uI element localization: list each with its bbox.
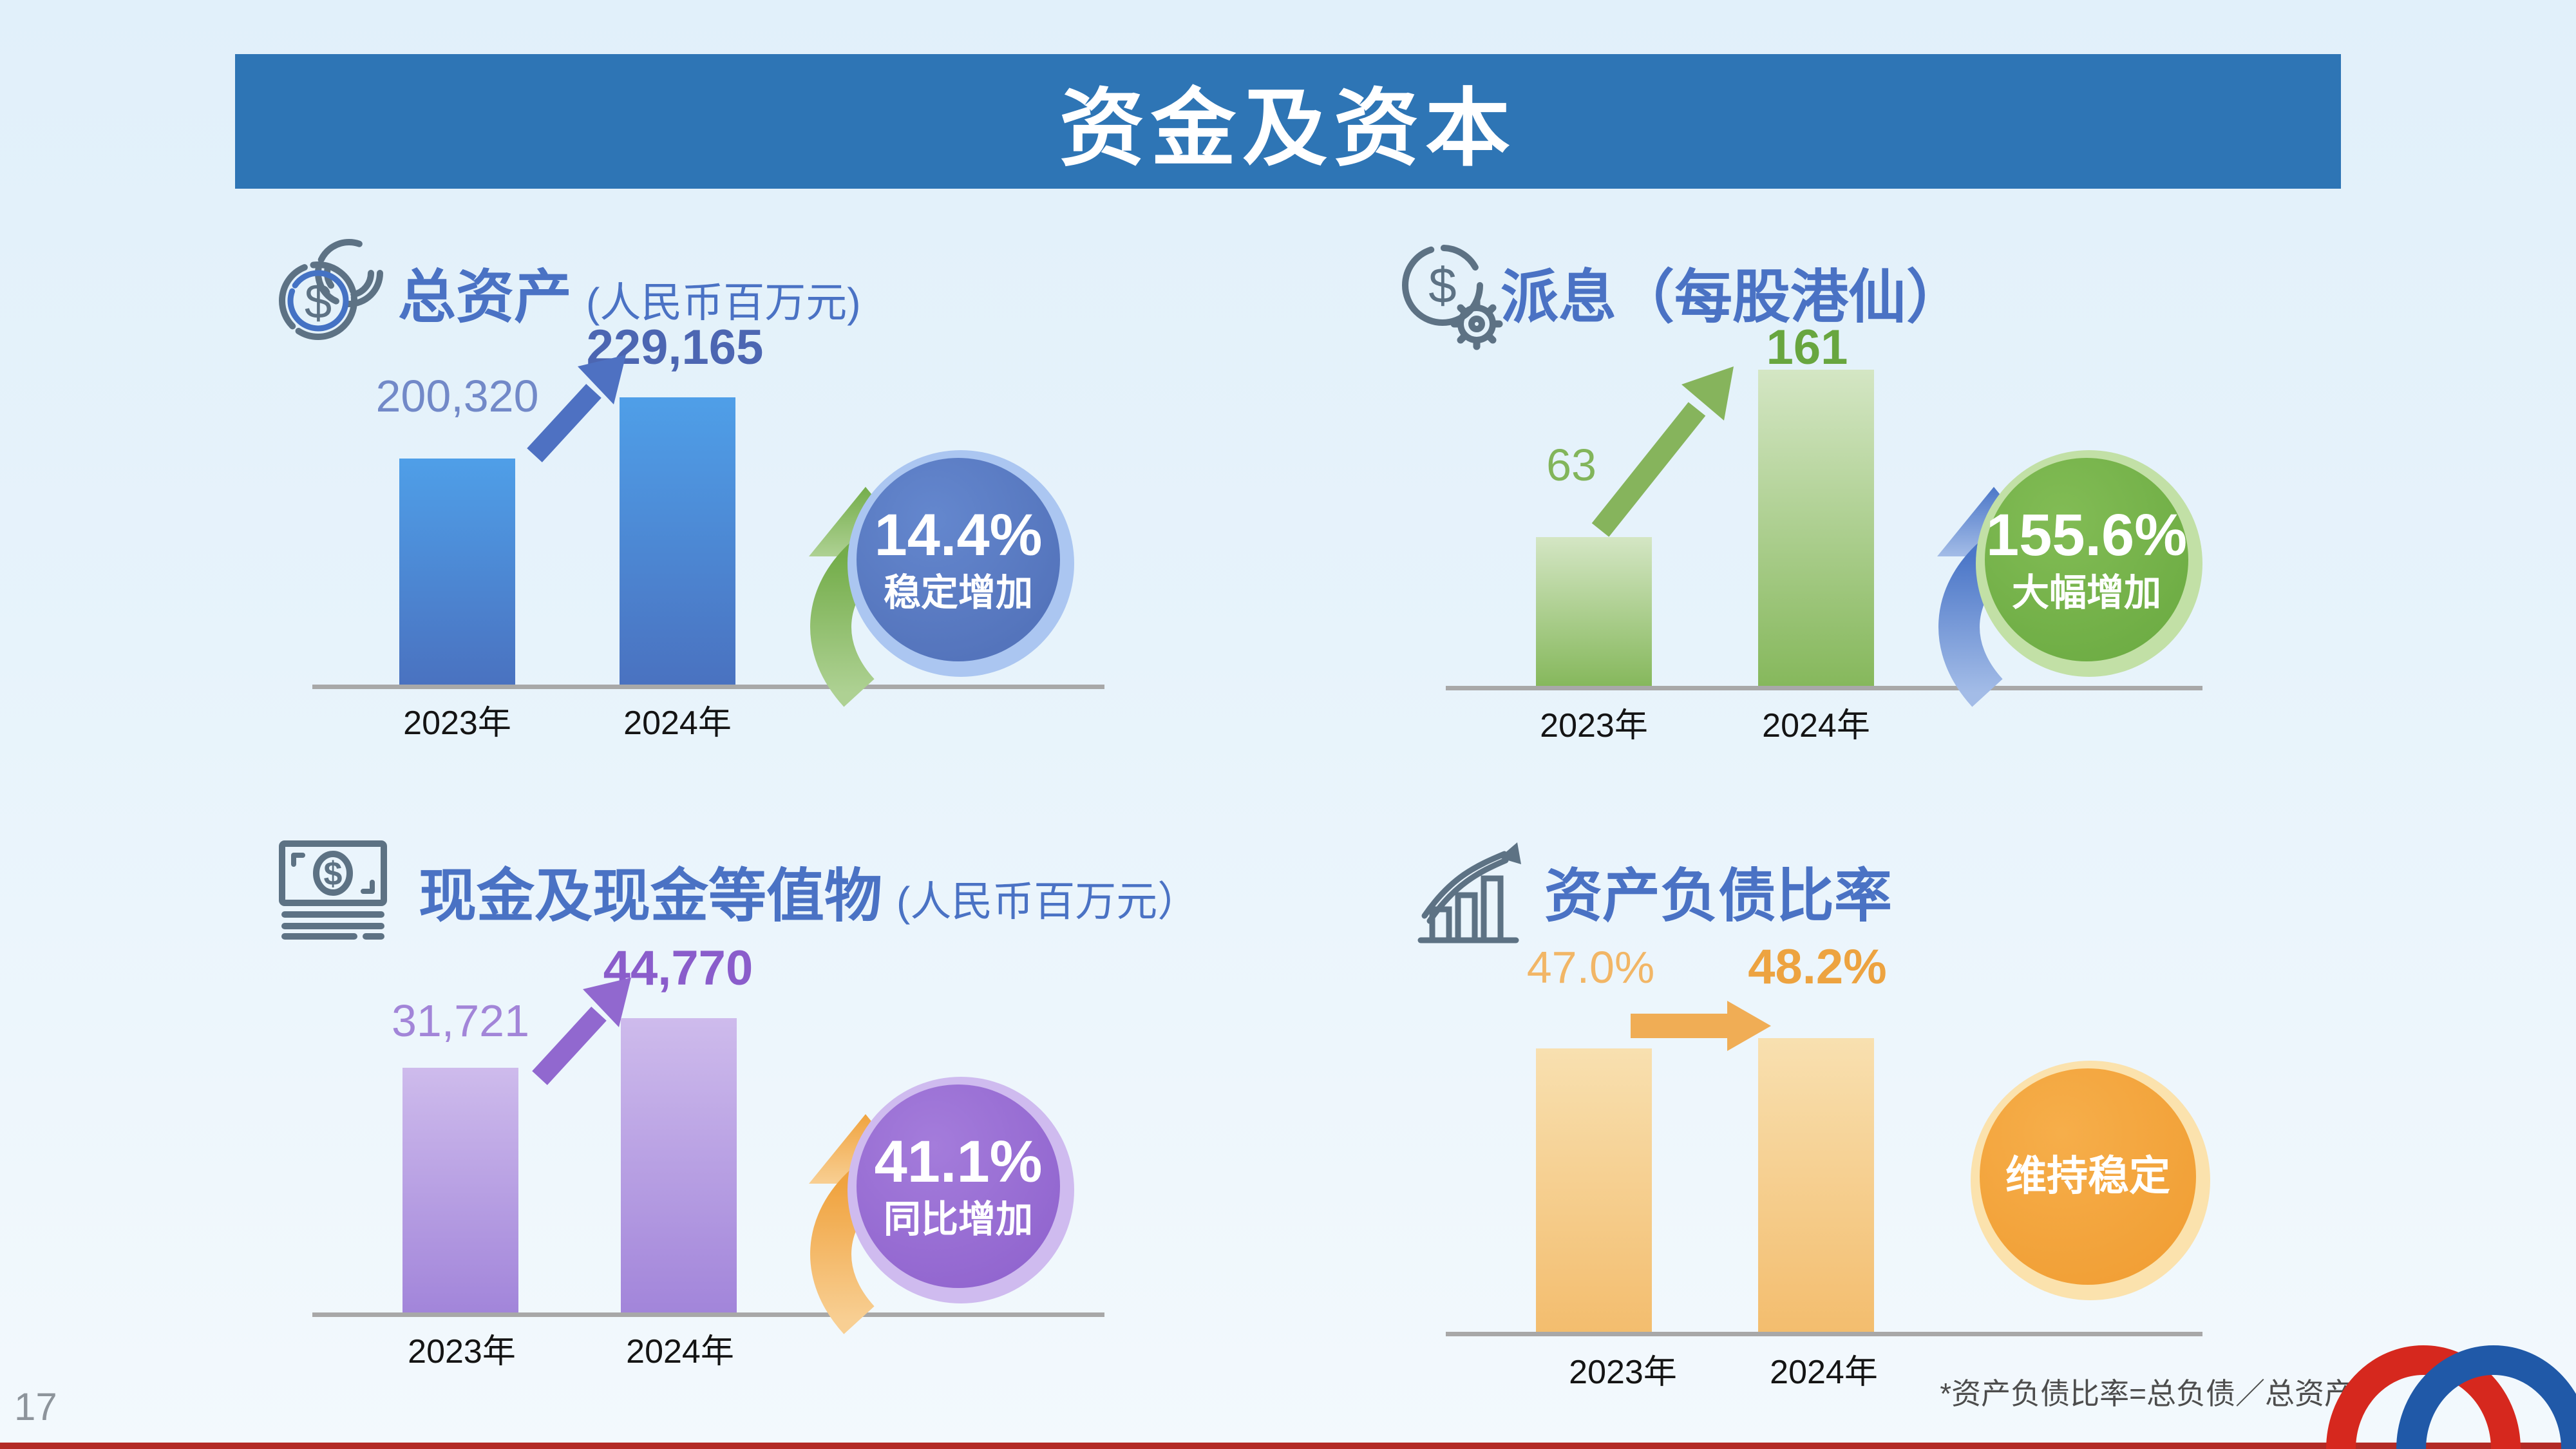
increase-arrow-icon (527, 355, 626, 462)
badge-label: 稳定增加 (883, 571, 1033, 614)
category-2023: 2023年 (1540, 707, 1648, 744)
section-title-text: 资产负债比率 (1544, 864, 1892, 929)
bar-2024 (1758, 370, 1874, 686)
category-2024: 2024年 (626, 1333, 734, 1370)
category-2023: 2023年 (403, 705, 511, 742)
value-2023: 47.0% (1526, 942, 1655, 992)
growth-badge: 155.6% 大幅增加 (1976, 450, 2202, 677)
x-axis (1446, 686, 2202, 690)
bar-2024 (621, 1018, 737, 1312)
bar-2024 (1758, 1038, 1874, 1332)
svg-text:$: $ (305, 274, 332, 329)
section-title-text: 派息（每股港仙） (1501, 265, 1964, 330)
growth-badge: 14.4% 稳定增加 (848, 450, 1074, 677)
growth-chart-icon (1417, 842, 1521, 943)
bar-2023 (1536, 537, 1652, 686)
value-2024: 48.2% (1748, 940, 1887, 994)
badge-percent: 41.1% (874, 1128, 1043, 1195)
x-axis (312, 1312, 1104, 1317)
value-2023: 200,320 (375, 371, 539, 421)
category-2024: 2024年 (1762, 707, 1870, 744)
section-title-text: 现金及现金等值物 (419, 864, 882, 929)
page-number: 17 (14, 1385, 57, 1428)
badge-label: 维持稳定 (2005, 1153, 2170, 1200)
bar-2023 (402, 1068, 518, 1312)
category-2023: 2023年 (408, 1333, 516, 1370)
bar-2024 (620, 397, 735, 685)
badge-label: 同比增加 (883, 1198, 1033, 1240)
category-2024: 2024年 (1770, 1354, 1878, 1391)
x-axis (1446, 1332, 2202, 1336)
footnote: *资产负债比率=总负债／总资产 (1940, 1377, 2354, 1410)
growth-badge: 41.1% 同比增加 (848, 1077, 1074, 1303)
category-2024: 2024年 (623, 705, 732, 742)
category-2023: 2023年 (1569, 1354, 1677, 1391)
badge-label: 大幅增加 (2011, 571, 2161, 614)
section-title-dividend: 派息（每股港仙） (1501, 250, 1964, 334)
value-2023: 31,721 (391, 996, 530, 1046)
dollar-gear-icon: $ (1402, 245, 1503, 350)
svg-text:$: $ (324, 855, 343, 893)
section-unit-text: (人民币百万元) (586, 279, 861, 326)
section-title-text: 总资产 (398, 265, 572, 330)
svg-text:$: $ (1428, 257, 1456, 314)
section-title-total-assets: 总资产 (人民币百万元) (398, 250, 861, 334)
section-unit-text: (人民币百万元） (896, 878, 1199, 925)
company-logo (2326, 1345, 2576, 1449)
section-title-cash: 现金及现金等值物 (人民币百万元） (419, 849, 1198, 933)
banknotes-icon: $ (279, 840, 387, 940)
title-banner: 资金及资本 (235, 54, 2341, 189)
increase-arrow-icon (1591, 366, 1734, 537)
bar-2023 (399, 459, 515, 685)
value-2023: 63 (1546, 440, 1596, 490)
page-title: 资金及资本 (1059, 81, 1517, 176)
increase-arrow-icon (532, 978, 631, 1085)
value-2024: 161 (1766, 320, 1848, 375)
bottom-accent-line (0, 1443, 2576, 1449)
bar-2023 (1536, 1048, 1652, 1332)
right-arrow-icon (1631, 1001, 1771, 1051)
badge-percent: 155.6% (1985, 502, 2188, 568)
x-axis (312, 685, 1104, 689)
section-title-debt-ratio: 资产负债比率 (1544, 849, 1892, 933)
stable-badge: 维持稳定 (1971, 1061, 2210, 1300)
badge-percent: 14.4% (874, 502, 1043, 568)
coins-icon: $ (279, 239, 383, 340)
